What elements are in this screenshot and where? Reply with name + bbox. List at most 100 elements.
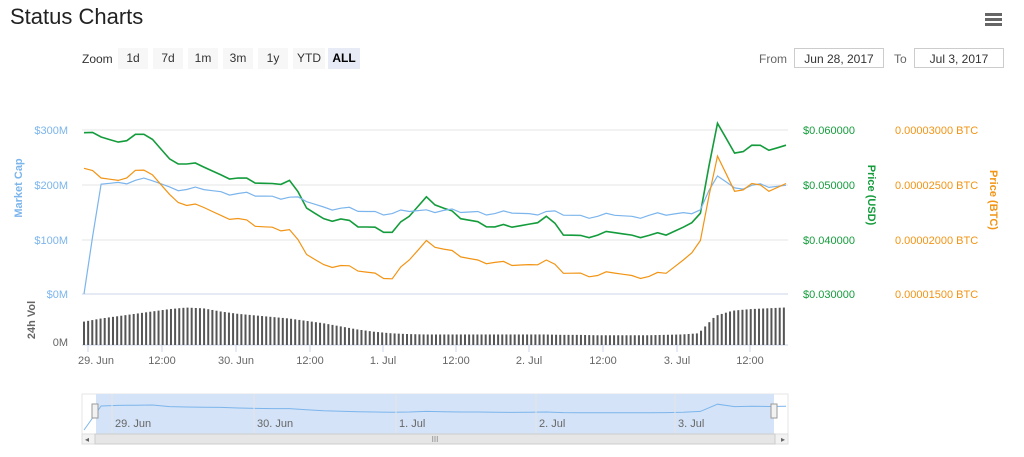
x-axis-tick-label: 3. Jul xyxy=(664,355,690,367)
volume-bar xyxy=(662,334,665,345)
navigator[interactable]: 29. Jun 30. Jun 1. Jul 2. Jul 3. Jul xyxy=(81,393,789,435)
volume-bar xyxy=(716,315,719,345)
volume-bar xyxy=(240,314,243,345)
volume-bar xyxy=(132,314,135,345)
from-label: From xyxy=(759,52,787,66)
zoom-button-7d[interactable]: 7d xyxy=(153,48,183,69)
volume-bar xyxy=(401,333,404,345)
volume-bar xyxy=(679,334,682,345)
volume-bar xyxy=(190,307,193,345)
x-axis: 29. Jun 12:00 30. Jun 12:00 1. Jul 12:00 2. Ju… xyxy=(78,345,764,367)
volume-bar xyxy=(737,310,740,345)
volume-bar xyxy=(381,332,384,345)
volume-bar xyxy=(83,321,85,345)
volume-bar xyxy=(534,334,537,345)
volume-bar xyxy=(124,315,127,345)
scrollbar-grip-icon: III xyxy=(432,435,439,444)
volume-bar xyxy=(223,312,226,345)
volume-bar xyxy=(348,327,351,345)
volume-bar xyxy=(87,320,90,345)
volume-bar xyxy=(637,335,640,345)
volume-bar xyxy=(497,334,500,345)
volume-bar xyxy=(107,317,110,345)
volume-bar xyxy=(372,331,375,345)
volume-bar xyxy=(319,322,322,345)
market-cap-tick: $100M xyxy=(34,235,68,247)
volume-bar xyxy=(695,333,698,345)
volume-bar xyxy=(360,329,363,345)
volume-bar xyxy=(513,334,516,345)
scroll-right-arrow-icon[interactable]: ▸ xyxy=(781,435,785,444)
volume-bar xyxy=(323,323,326,345)
volume-bar xyxy=(592,335,595,345)
volume-bar xyxy=(248,314,251,345)
volume-bar xyxy=(186,307,189,345)
to-date-input[interactable]: Jul 3, 2017 xyxy=(914,48,1004,68)
volume-bar xyxy=(484,334,487,345)
x-axis-tick-label: 2. Jul xyxy=(516,355,542,367)
zoom-button-ytd[interactable]: YTD xyxy=(293,48,325,69)
series-line-market-cap xyxy=(83,175,787,295)
navigator-tick-label: 30. Jun xyxy=(257,418,293,430)
from-date-input[interactable]: Jun 28, 2017 xyxy=(794,48,884,68)
navigator-right-handle[interactable] xyxy=(770,403,778,419)
x-axis-tick-label: 12:00 xyxy=(148,355,176,367)
volume-bar xyxy=(294,319,297,345)
volume-bar xyxy=(492,334,495,345)
scrollbar-thumb[interactable] xyxy=(94,433,776,445)
volume-bar xyxy=(352,328,355,345)
navigator-left-handle[interactable] xyxy=(91,403,99,419)
volume-bar xyxy=(95,319,98,345)
volume-bar xyxy=(157,310,160,345)
volume-bar xyxy=(538,334,541,345)
volume-bar xyxy=(741,309,744,345)
zoom-button-1m[interactable]: 1m xyxy=(188,48,218,69)
volume-axis-title: 24h Vol xyxy=(26,301,38,339)
volume-bar xyxy=(530,334,533,345)
volume-bar xyxy=(687,333,690,345)
volume-bar xyxy=(368,331,371,345)
market-cap-tick: $300M xyxy=(34,125,68,137)
navigator-selection[interactable] xyxy=(96,394,774,434)
volume-bar xyxy=(339,326,342,345)
volume-bar xyxy=(327,324,330,345)
volume-bar xyxy=(182,307,185,345)
zoom-button-1d[interactable]: 1d xyxy=(118,48,148,69)
volume-bar xyxy=(517,334,520,345)
x-axis-tick-label: 30. Jun xyxy=(218,355,254,367)
volume-bar xyxy=(277,317,280,345)
price-btc-tick: 0.00002000 BTC xyxy=(895,235,978,247)
volume-bar xyxy=(455,334,458,345)
market-cap-axis-title: Market Cap xyxy=(13,158,25,218)
volume-bar xyxy=(140,312,143,345)
zoom-button-3m[interactable]: 3m xyxy=(223,48,253,69)
volume-bar xyxy=(306,321,309,345)
zoom-button-1y[interactable]: 1y xyxy=(258,48,288,69)
volume-bar xyxy=(480,334,483,345)
volume-bar xyxy=(397,333,400,345)
volume-bar xyxy=(99,318,102,345)
x-axis-tick-label: 12:00 xyxy=(296,355,324,367)
volume-bar xyxy=(654,335,657,345)
volume-bar xyxy=(584,334,587,345)
volume-bar xyxy=(406,334,409,345)
volume-bar xyxy=(758,308,761,345)
price-btc-tick: 0.00003000 BTC xyxy=(895,125,978,137)
volume-bar xyxy=(265,316,268,345)
hamburger-icon[interactable] xyxy=(985,13,1002,27)
volume-bar xyxy=(579,334,582,345)
volume-bar xyxy=(559,334,562,345)
volume-bar xyxy=(550,334,553,345)
scrollbar[interactable]: ◂ ▸ III xyxy=(81,433,789,445)
volume-bar xyxy=(671,334,674,345)
scroll-left-arrow-icon[interactable]: ◂ xyxy=(85,435,89,444)
volume-bar xyxy=(675,334,678,345)
volume-bar xyxy=(600,335,603,345)
zoom-button-all[interactable]: ALL xyxy=(328,48,360,69)
volume-bar xyxy=(261,316,264,345)
volume-bar xyxy=(422,334,425,345)
volume-bar xyxy=(418,334,421,345)
volume-bar xyxy=(571,334,574,345)
navigator-tick-label: 1. Jul xyxy=(399,418,425,430)
series-line-price-btc xyxy=(83,154,787,280)
